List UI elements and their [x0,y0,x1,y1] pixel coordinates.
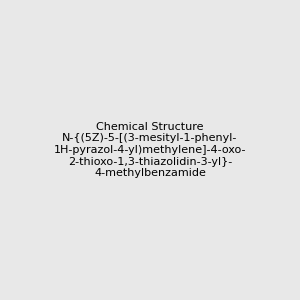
Text: Chemical Structure
N-{(5Z)-5-[(3-mesityl-1-phenyl-
1H-pyrazol-4-yl)methylene]-4-: Chemical Structure N-{(5Z)-5-[(3-mesityl… [54,122,246,178]
